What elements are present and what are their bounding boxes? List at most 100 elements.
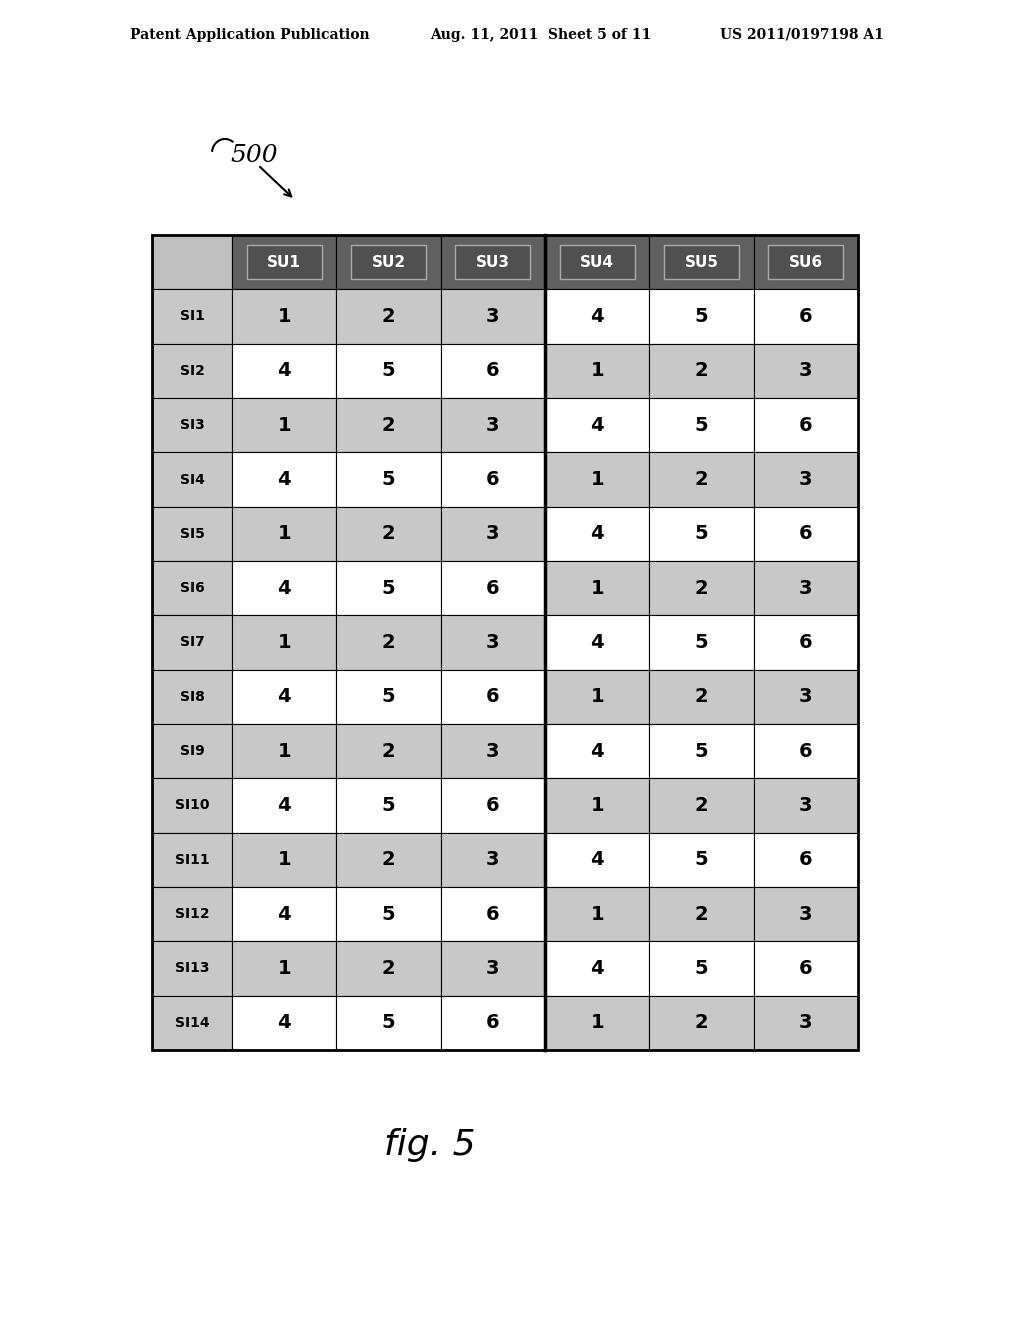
Bar (440, 453, 545, 507)
Text: 2: 2 (694, 578, 709, 598)
Text: 4: 4 (278, 688, 291, 706)
Text: SU1: SU1 (267, 255, 301, 269)
Text: 6: 6 (799, 524, 813, 544)
Text: 3: 3 (799, 1014, 813, 1032)
Bar (232, 561, 336, 615)
Bar (440, 669, 545, 723)
Bar (545, 399, 649, 453)
Bar (545, 995, 649, 1049)
Bar (152, 343, 232, 399)
Bar (232, 289, 336, 343)
Text: 2: 2 (382, 742, 395, 760)
Bar (440, 399, 545, 453)
Text: 3: 3 (486, 960, 500, 978)
Bar (754, 343, 858, 399)
Text: SI10: SI10 (175, 799, 209, 813)
Bar (649, 669, 754, 723)
Text: 5: 5 (382, 688, 395, 706)
Bar (232, 289, 336, 343)
Text: 3: 3 (486, 634, 500, 652)
Bar (247, 246, 322, 279)
Bar (545, 669, 649, 723)
Text: 5: 5 (694, 308, 709, 326)
Bar (754, 561, 858, 615)
Bar (232, 941, 336, 995)
Bar (152, 399, 232, 453)
Bar (232, 723, 336, 779)
Bar (440, 887, 545, 941)
Bar (152, 615, 232, 669)
Bar (545, 723, 649, 779)
Text: 2: 2 (382, 524, 395, 544)
Bar (152, 561, 232, 615)
Bar (768, 246, 844, 279)
Text: 5: 5 (694, 416, 709, 434)
Bar (336, 507, 440, 561)
Text: SI2: SI2 (179, 364, 205, 378)
Bar (440, 507, 545, 561)
Text: 1: 1 (278, 308, 291, 326)
Text: 4: 4 (278, 578, 291, 598)
Text: SI6: SI6 (179, 581, 205, 595)
Text: 1: 1 (278, 416, 291, 434)
Text: 2: 2 (694, 688, 709, 706)
Bar (152, 289, 232, 343)
Bar (152, 669, 232, 723)
Text: 4: 4 (591, 960, 604, 978)
Text: SI14: SI14 (175, 1016, 209, 1030)
Bar (152, 995, 232, 1049)
Bar (152, 235, 858, 1049)
Bar (152, 833, 232, 887)
Bar (336, 941, 440, 995)
Text: 6: 6 (799, 308, 813, 326)
Text: 2: 2 (382, 850, 395, 870)
Bar (754, 669, 858, 723)
Text: SI8: SI8 (179, 690, 205, 704)
Bar (336, 833, 440, 887)
Text: SI4: SI4 (179, 473, 205, 487)
Text: 5: 5 (382, 1014, 395, 1032)
Text: 3: 3 (486, 308, 500, 326)
Text: 2: 2 (382, 416, 395, 434)
Bar (754, 561, 858, 615)
Bar (649, 615, 754, 669)
Bar (545, 289, 649, 343)
Bar (152, 561, 232, 615)
Bar (545, 615, 649, 669)
Bar (336, 289, 440, 343)
Text: SI11: SI11 (175, 853, 209, 867)
Text: SI13: SI13 (175, 961, 209, 975)
Bar (754, 453, 858, 507)
Text: 1: 1 (278, 634, 291, 652)
Text: 5: 5 (382, 796, 395, 814)
Bar (152, 941, 232, 995)
Bar (545, 561, 649, 615)
Text: 6: 6 (799, 416, 813, 434)
Bar (649, 887, 754, 941)
Bar (232, 887, 336, 941)
Text: 6: 6 (486, 362, 500, 380)
Bar (545, 453, 649, 507)
Bar (754, 887, 858, 941)
Text: 3: 3 (486, 416, 500, 434)
Bar (336, 235, 440, 289)
Bar (152, 507, 232, 561)
Text: 5: 5 (694, 524, 709, 544)
Bar (440, 399, 545, 453)
Text: US 2011/0197198 A1: US 2011/0197198 A1 (720, 28, 884, 42)
Bar (545, 235, 649, 289)
Bar (336, 615, 440, 669)
Text: 1: 1 (278, 850, 291, 870)
Bar (754, 235, 858, 289)
Text: 1: 1 (591, 688, 604, 706)
Bar (545, 941, 649, 995)
Text: 3: 3 (799, 904, 813, 924)
Bar (649, 995, 754, 1049)
Text: 1: 1 (591, 904, 604, 924)
Bar (232, 833, 336, 887)
Bar (649, 833, 754, 887)
Text: 2: 2 (382, 960, 395, 978)
Text: 1: 1 (278, 960, 291, 978)
Bar (649, 235, 754, 289)
Bar (232, 669, 336, 723)
